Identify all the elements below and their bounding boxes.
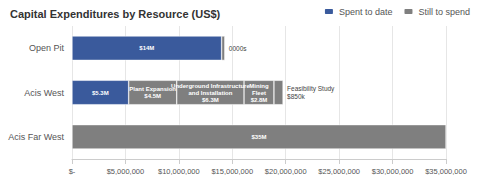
svg-text:$30,000,000: $30,000,000 — [372, 167, 414, 176]
svg-text:$850k: $850k — [287, 93, 305, 100]
svg-text:Mining: Mining — [249, 83, 269, 89]
svg-text:$15,000,000: $15,000,000 — [211, 167, 253, 176]
svg-text:$14M: $14M — [139, 45, 154, 51]
svg-text:$2.8M: $2.8M — [251, 97, 268, 103]
svg-text:Feasibility Study: Feasibility Study — [287, 85, 335, 93]
svg-text:$-: $- — [69, 167, 76, 176]
svg-text:Plant Expansion: Plant Expansion — [129, 86, 176, 92]
svg-text:$35M: $35M — [251, 134, 266, 140]
svg-text:0000s: 0000s — [229, 45, 247, 52]
svg-text:$25,000,000: $25,000,000 — [318, 167, 360, 176]
svg-text:$10,000,000: $10,000,000 — [158, 167, 200, 176]
svg-text:$4.5M: $4.5M — [144, 93, 161, 99]
svg-text:Spent to date: Spent to date — [339, 7, 393, 17]
svg-text:and Installation: and Installation — [188, 90, 232, 96]
svg-text:$5,000,000: $5,000,000 — [107, 167, 145, 176]
svg-text:Underground Infrastructure: Underground Infrastructure — [171, 83, 250, 89]
svg-text:$20,000,000: $20,000,000 — [265, 167, 307, 176]
svg-text:Still to spend: Still to spend — [418, 7, 470, 17]
svg-text:$5.3M: $5.3M — [92, 90, 109, 96]
svg-text:Fleet: Fleet — [252, 90, 266, 96]
svg-text:Open Pit: Open Pit — [29, 43, 65, 53]
svg-text:$6.3M: $6.3M — [202, 97, 219, 103]
svg-text:Capital Expenditures by Resour: Capital Expenditures by Resource (US$) — [10, 8, 221, 20]
svg-text:Acis West: Acis West — [24, 88, 64, 98]
svg-text:Acis Far West: Acis Far West — [8, 132, 64, 142]
svg-text:$35,000,000: $35,000,000 — [425, 167, 467, 176]
